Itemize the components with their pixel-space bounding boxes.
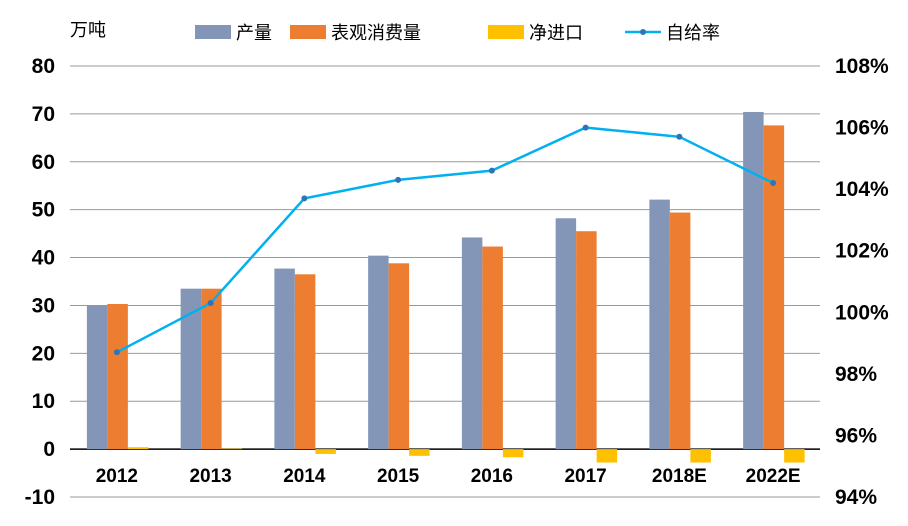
bar-净进口-2012: [127, 447, 149, 450]
bar-产量-2017: [555, 218, 577, 450]
y2-tick-label: 98%: [835, 363, 877, 386]
y2-tick-label: 94%: [835, 486, 877, 509]
bar-表观消费量-2016: [482, 246, 503, 450]
x-tick-label: 2017: [564, 466, 606, 487]
y2-tick-label: 96%: [835, 424, 877, 447]
point-2016: [488, 167, 495, 174]
y2-tick-label: 100%: [835, 301, 889, 324]
y-axis-label: 万吨: [70, 20, 106, 41]
y-tick-label: 40: [32, 247, 55, 270]
bar-产量-2012: [86, 305, 108, 450]
legend-marker: [640, 29, 646, 35]
bar-净进口-2022E: [784, 449, 805, 463]
y2-tick-label: 104%: [835, 178, 889, 201]
bar-表观消费量-2013: [201, 288, 222, 450]
legend-swatch: [195, 25, 231, 39]
legend-label: 净进口: [529, 23, 583, 44]
bar-表观消费量-2018E: [669, 212, 691, 450]
legend-label: 表观消费量: [331, 23, 421, 44]
y2-tick-label: 102%: [835, 240, 889, 263]
bar-表观消费量-2014: [294, 274, 316, 450]
legend-label: 自给率: [666, 23, 720, 44]
point-2014: [301, 195, 308, 202]
y-tick-label: 60: [32, 151, 55, 174]
x-tick-label: 2013: [189, 466, 231, 487]
y-tick-label: -10: [25, 486, 55, 509]
point-2018E: [676, 133, 683, 140]
y2-tick-label: 106%: [835, 117, 889, 140]
x-tick-label: 2014: [283, 466, 326, 487]
y2-tick-label: 108%: [835, 55, 889, 78]
x-tick-label: 2015: [377, 466, 420, 487]
bar-净进口-2017: [596, 449, 618, 463]
bar-产量-2018E: [649, 199, 670, 450]
bar-表观消费量-2017: [576, 231, 597, 450]
bar-产量-2014: [274, 268, 295, 450]
y-tick-label: 70: [32, 103, 55, 126]
bar-产量-2015: [368, 255, 389, 450]
legend-swatch: [290, 25, 326, 39]
y-tick-label: 30: [32, 294, 55, 317]
x-tick-label: 2012: [96, 466, 138, 487]
x-tick-label: 2016: [471, 466, 513, 487]
bar-表观消费量-2015: [388, 263, 410, 450]
legend-swatch: [488, 25, 524, 39]
y-tick-label: 50: [32, 199, 55, 222]
bar-产量-2013: [180, 288, 202, 450]
bar-净进口-2016: [502, 449, 524, 458]
bar-净进口-2014: [315, 449, 336, 454]
point-2017: [582, 124, 589, 131]
legend-label: 产量: [236, 23, 272, 44]
x-tick-label: 2022E: [746, 466, 801, 487]
bar-表观消费量-2012: [107, 304, 128, 450]
bar-表观消费量-2022E: [763, 125, 785, 450]
y-tick-label: 80: [32, 55, 55, 78]
bar-净进口-2018E: [690, 449, 711, 463]
bar-净进口-2015: [409, 449, 430, 456]
y-tick-label: 0: [43, 438, 55, 461]
y-tick-label: 20: [32, 342, 55, 365]
bar-产量-2022E: [743, 111, 764, 450]
point-2013: [207, 300, 214, 307]
y-tick-label: 10: [32, 390, 55, 413]
bar-产量-2016: [461, 237, 483, 450]
point-2022E: [770, 179, 777, 186]
line-自给率: [116, 126, 774, 354]
point-2012: [113, 349, 120, 356]
x-tick-label: 2018E: [652, 466, 707, 487]
point-2015: [395, 176, 402, 183]
